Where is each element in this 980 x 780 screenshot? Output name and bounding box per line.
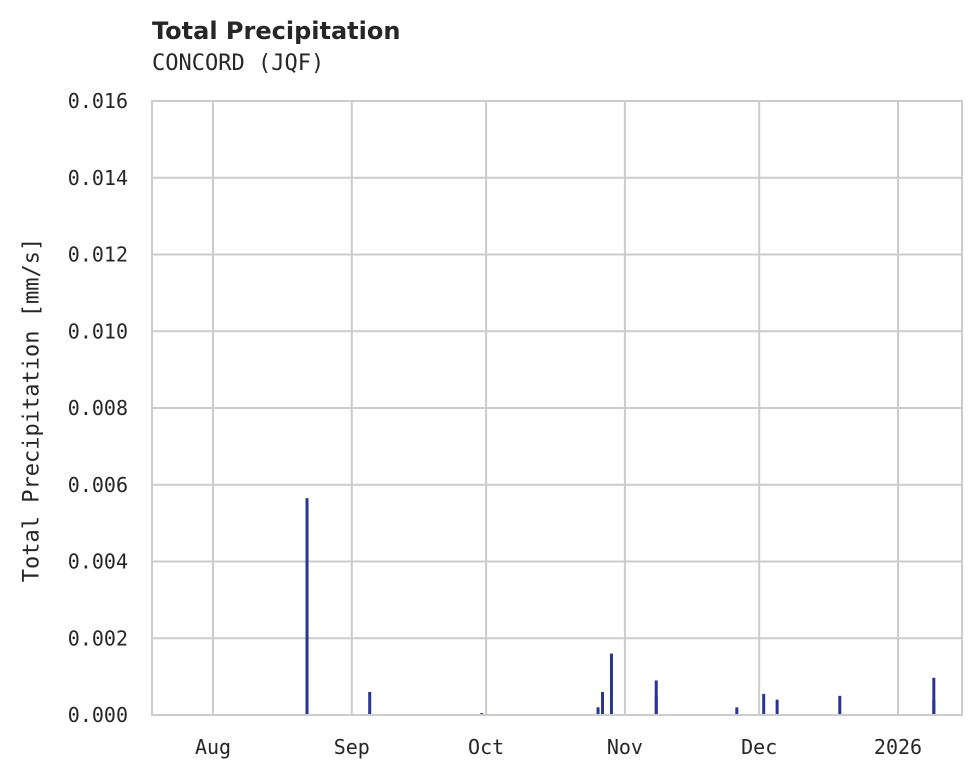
y-tick-label: 0.012 bbox=[68, 243, 128, 267]
precipitation-bar bbox=[654, 695, 658, 715]
precipitation-bar bbox=[601, 691, 605, 715]
grid-lines bbox=[152, 100, 962, 716]
plot-frame bbox=[151, 100, 963, 716]
x-tick-labels: Aug Sep Oct Nov Dec 2026 bbox=[195, 735, 922, 759]
y-tick-label: 0.004 bbox=[68, 550, 128, 574]
x-tick-label: Nov bbox=[607, 735, 643, 759]
chart-title: Total Precipitation bbox=[152, 17, 401, 45]
y-tick-label: 0.002 bbox=[68, 626, 128, 650]
chart-subtitle: CONCORD (JQF) bbox=[152, 51, 325, 76]
x-tick-label: Sep bbox=[334, 735, 370, 759]
x-tick-label: Dec bbox=[741, 735, 777, 759]
x-tick-label: Aug bbox=[195, 735, 231, 759]
precipitation-bar bbox=[932, 677, 936, 715]
y-tick-label: 0.010 bbox=[68, 319, 128, 343]
precipitation-bar bbox=[596, 707, 600, 715]
x-tick-label: Oct bbox=[468, 735, 504, 759]
precipitation-bar bbox=[762, 693, 766, 715]
y-tick-label: 0.006 bbox=[68, 473, 128, 497]
precipitation-bar bbox=[609, 653, 613, 715]
precipitation-bar bbox=[735, 707, 739, 715]
y-tick-label: 0.014 bbox=[68, 166, 128, 190]
y-tick-label: 0.008 bbox=[68, 396, 128, 420]
x-tick-label: 2026 bbox=[874, 735, 922, 759]
precipitation-bar bbox=[305, 634, 309, 715]
precipitation-bar bbox=[775, 699, 779, 715]
precipitation-bar bbox=[368, 691, 372, 715]
precipitation-bar bbox=[305, 498, 309, 715]
bar-series bbox=[305, 498, 936, 715]
y-tick-labels: 0.000 0.002 0.004 0.006 0.008 0.010 0.012 0.014… bbox=[68, 89, 128, 727]
y-tick-label: 0.000 bbox=[68, 703, 128, 727]
precipitation-bar bbox=[838, 695, 842, 715]
y-tick-label: 0.016 bbox=[68, 89, 128, 113]
precipitation-bar bbox=[932, 699, 936, 715]
